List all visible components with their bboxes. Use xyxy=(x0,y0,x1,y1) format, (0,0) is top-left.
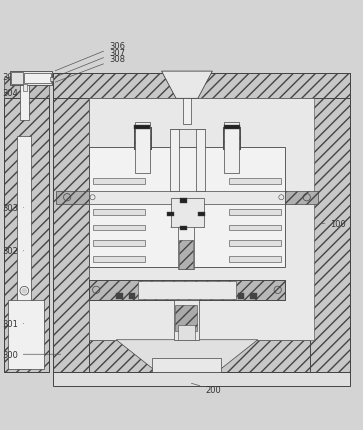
Bar xyxy=(17,137,31,369)
Bar xyxy=(180,226,187,230)
Bar xyxy=(138,282,236,299)
Bar xyxy=(8,300,44,369)
Text: 301: 301 xyxy=(2,319,24,328)
Text: 307: 307 xyxy=(55,49,125,78)
Bar xyxy=(93,241,145,246)
Bar xyxy=(178,213,194,269)
Bar xyxy=(93,256,145,262)
Bar xyxy=(223,128,240,150)
Bar xyxy=(93,209,145,215)
Bar xyxy=(4,77,49,99)
Text: 303: 303 xyxy=(2,203,24,212)
Bar xyxy=(53,74,350,99)
Polygon shape xyxy=(116,340,258,372)
Bar xyxy=(310,99,350,372)
Bar xyxy=(183,99,191,124)
Bar xyxy=(50,77,53,82)
Bar xyxy=(224,123,239,173)
Bar xyxy=(229,194,281,200)
Circle shape xyxy=(21,288,27,294)
Text: 300: 300 xyxy=(2,350,61,359)
Bar xyxy=(93,225,145,231)
Bar xyxy=(175,306,197,331)
Text: 100: 100 xyxy=(321,220,346,228)
Bar xyxy=(89,191,285,204)
Bar xyxy=(93,194,145,200)
Text: 306: 306 xyxy=(55,42,125,72)
Bar xyxy=(24,74,51,84)
Bar xyxy=(53,99,89,372)
Bar xyxy=(134,128,151,150)
Bar xyxy=(285,191,318,204)
Bar xyxy=(53,372,350,386)
Bar xyxy=(53,74,350,372)
Bar xyxy=(20,85,29,121)
Bar xyxy=(89,280,285,300)
Bar xyxy=(229,256,281,262)
Bar xyxy=(89,148,285,267)
Bar xyxy=(229,241,281,246)
Text: 308: 308 xyxy=(55,55,125,83)
Bar xyxy=(174,300,199,340)
Bar xyxy=(116,293,123,299)
Bar xyxy=(23,85,27,92)
Bar xyxy=(135,123,150,173)
Bar xyxy=(89,99,314,340)
Bar xyxy=(56,191,89,204)
Bar xyxy=(229,178,281,184)
Bar xyxy=(167,212,174,217)
Bar xyxy=(198,212,205,217)
Bar xyxy=(93,178,145,184)
Bar xyxy=(134,126,150,130)
Bar xyxy=(152,358,221,372)
Bar xyxy=(170,130,179,191)
Bar xyxy=(179,240,193,269)
Bar xyxy=(238,293,244,299)
Bar xyxy=(4,99,49,372)
Bar xyxy=(250,293,257,299)
Bar xyxy=(224,126,240,130)
Bar xyxy=(180,199,187,203)
Bar xyxy=(4,99,49,372)
Bar xyxy=(134,128,151,150)
Bar xyxy=(11,73,23,85)
Bar xyxy=(89,280,285,300)
Bar xyxy=(229,225,281,231)
Bar xyxy=(10,71,52,85)
Text: 200: 200 xyxy=(191,384,221,394)
Bar xyxy=(223,128,240,150)
Bar xyxy=(53,340,350,372)
Polygon shape xyxy=(162,72,212,99)
Text: 305: 305 xyxy=(2,73,18,82)
Bar xyxy=(171,199,204,227)
Bar xyxy=(196,130,205,191)
Text: 304: 304 xyxy=(2,89,23,98)
Text: 302: 302 xyxy=(2,247,24,256)
Bar xyxy=(178,326,195,340)
Bar xyxy=(229,209,281,215)
Bar xyxy=(129,293,135,299)
